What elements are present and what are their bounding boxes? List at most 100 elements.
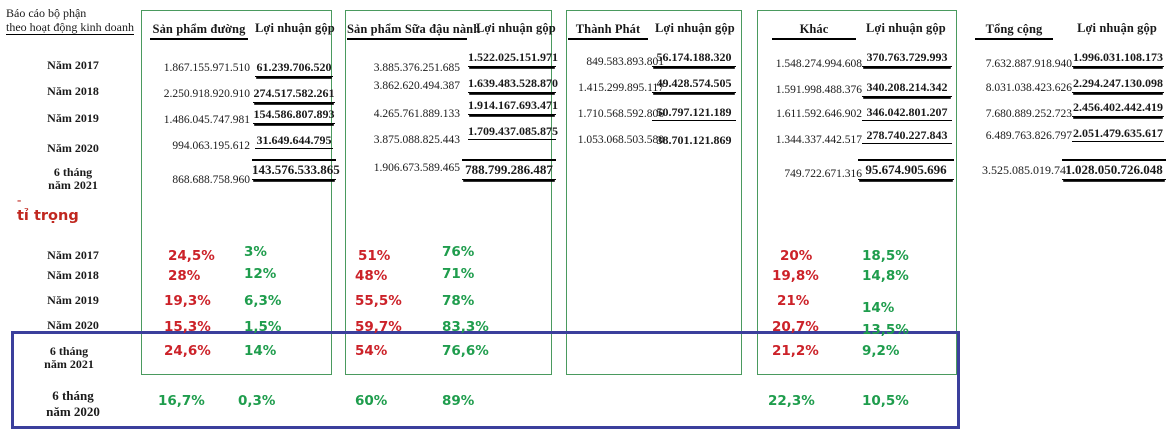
revenue-total-2019: 7.680.889.252.723 [985,108,1072,120]
revenue-thanh-phat-2019: 1.710.568.592.806 [577,108,664,120]
margin-ratio-sugar-2020: 1,5% [244,319,282,335]
revenue-total-2018: 8.031.038.423.626 [985,82,1072,94]
gross-profit-thanh-phat-2019: 50.797.121.189 [652,105,736,121]
revenue-soymilk-2019: 4.265.761.889.133 [373,108,460,120]
margin-ratio-other-2017: 18,5% [862,248,909,264]
revenue-sugar-2018: 2.250.918.920.910 [163,88,250,100]
gross-profit-sugar-2019: 154.586.807.893 [253,107,335,124]
margin-ratio-other-2019: 14% [862,300,895,316]
revenue-total-2017: 7.632.887.918.940 [985,58,1072,70]
gross-profit-total-2019: 2.456.402.442.419 [1072,100,1164,117]
row-label-2019: Năm 2019 [47,111,99,125]
margin-ratio-soymilk-2020: 83,3% [442,319,489,335]
page-title: Báo cáo bộ phận theo hoạt động kinh doan… [6,6,134,35]
margin-ratio-soymilk-6m2020: 89% [442,393,475,409]
revenue-ratio-soymilk-2018: 48% [355,268,388,284]
margin-ratio-soymilk-2019: 78% [442,293,475,309]
revenue-ratio-sugar-2019: 19,3% [164,293,211,309]
ratio-section-label: tỉ trọng [17,208,79,224]
gross-profit-thanh-phat-2018: 49.428.574.505 [652,76,736,93]
margin-ratio-sugar-2018: 12% [244,266,277,282]
gross-profit-sugar-2017: 61.239.706.520 [255,60,333,77]
column-header-soymilk: Sản phẩm Sữa đậu nành [347,22,480,40]
revenue-ratio-other-2017: 20% [780,248,813,264]
revenue-total-6m2021: 3.525.085.019.741 [982,163,1072,177]
page-title-line1: Báo cáo bộ phận [6,6,87,20]
gross-profit-other-2019: 346.042.801.207 [862,105,952,121]
column-header-other-gp: Lợi nhuận gộp [866,21,946,35]
gross-profit-soymilk-6m2021: 788.799.286.487 [462,159,556,180]
revenue-ratio-other-2020: 20,7% [772,319,819,335]
column-header-sugar-gp: Lợi nhuận gộp [255,21,335,35]
margin-ratio-other-6m2021: 9,2% [862,343,900,359]
gross-profit-other-2018: 340.208.214.342 [862,80,952,97]
revenue-ratio-sugar-2018: 28% [168,268,201,284]
revenue-sugar-2017: 1.867.155.971.510 [163,62,250,74]
group-box-sugar [141,10,332,375]
column-header-total: Tổng cộng [975,22,1053,40]
revenue-other-2020: 1.344.337.442.517 [775,134,862,146]
revenue-ratio-soymilk-2020: 59,7% [355,319,402,335]
six-month-highlight-box [11,331,960,429]
revenue-ratio-other-6m2021: 21,2% [772,343,819,359]
revenue-ratio-sugar-2020: 15,3% [164,319,211,335]
ratio-section-dash: - [17,192,22,207]
gross-profit-sugar-2018: 274.517.582.261 [253,86,335,103]
revenue-soymilk-2018: 3.862.620.494.387 [373,80,460,92]
margin-ratio-soymilk-6m2021: 76,6% [442,343,489,359]
gross-profit-other-2020: 278.740.227.843 [862,128,952,144]
margin-ratio-sugar-2017: 3% [244,244,267,260]
revenue-ratio-other-2019: 21% [777,293,810,309]
revenue-ratio-soymilk-6m2020: 60% [355,393,388,409]
ratio-row-label-2019: Năm 2019 [47,293,99,307]
page-title-line2: theo hoạt động kinh doanh [6,20,134,35]
gross-profit-other-6m2021: 95.674.905.696 [858,159,954,180]
margin-ratio-sugar-2019: 6,3% [244,293,282,309]
ratio-row-label-2020: Năm 2020 [47,318,99,332]
revenue-thanh-phat-2018: 1.415.299.895.117 [578,82,664,94]
gross-profit-soymilk-2017: 1.522.025.151.971 [468,50,558,67]
column-header-thanh-phat-gp: Lợi nhuận gộp [655,21,735,35]
revenue-sugar-2019: 1.486.045.747.981 [163,114,250,126]
revenue-ratio-other-2018: 19,8% [772,268,819,284]
revenue-thanh-phat-2020: 1.053.068.503.580 [577,134,664,146]
gross-profit-total-2020: 2.051.479.635.617 [1072,126,1164,142]
row-label-6m-2021: 6 tháng năm 2021 [48,165,98,192]
revenue-other-6m2021: 749.722.671.316 [784,168,862,180]
margin-ratio-sugar-6m2020: 0,3% [238,393,276,409]
margin-ratio-other-2020: 13,5% [862,322,909,338]
gross-profit-sugar-6m2021: 143.576.533.865 [252,159,340,180]
group-box-thanh-phat [566,10,742,375]
column-header-sugar: Sản phẩm đường [150,22,248,40]
revenue-soymilk-2017: 3.885.376.251.685 [373,62,460,74]
row-label-2017: Năm 2017 [47,58,99,72]
gross-profit-total-2017: 1.996.031.108.173 [1072,50,1164,67]
revenue-ratio-soymilk-2017: 51% [358,248,391,264]
column-header-other: Khác [772,22,856,40]
revenue-other-2019: 1.611.592.646.902 [776,108,862,120]
gross-profit-soymilk-2018: 1.639.483.528.870 [468,76,558,93]
gross-profit-soymilk-2019: 1.914.167.693.471 [468,98,558,115]
revenue-ratio-sugar-2017: 24,5% [168,248,215,264]
revenue-ratio-soymilk-2019: 55,5% [355,293,402,309]
row-label-2018: Năm 2018 [47,84,99,98]
ratio-row-label-6m-2020: 6 tháng năm 2020 [46,388,100,419]
column-header-thanh-phat: Thành Phát [568,22,648,40]
group-box-other [757,10,957,375]
margin-ratio-soymilk-2018: 71% [442,266,475,282]
gross-profit-other-2017: 370.763.729.993 [862,50,952,67]
margin-ratio-other-2018: 14,8% [862,268,909,284]
revenue-sugar-6m2021: 868.688.758.960 [172,174,250,186]
group-box-soymilk [345,10,552,375]
column-header-soymilk-gp: Lợi nhuận gộp [476,21,556,35]
revenue-ratio-sugar-6m2020: 16,7% [158,393,205,409]
gross-profit-thanh-phat-2020: 38.701.121.869 [656,133,732,147]
margin-ratio-soymilk-2017: 76% [442,244,475,260]
ratio-row-label-2017: Năm 2017 [47,248,99,262]
ratio-row-label-2018: Năm 2018 [47,268,99,282]
revenue-ratio-sugar-6m2021: 24,6% [164,343,211,359]
revenue-ratio-soymilk-6m2021: 54% [355,343,388,359]
revenue-sugar-2020: 994.063.195.612 [172,140,250,152]
ratio-row-label-6m-2021: 6 tháng năm 2021 [44,344,94,371]
revenue-total-2020: 6.489.763.826.797 [985,130,1072,142]
